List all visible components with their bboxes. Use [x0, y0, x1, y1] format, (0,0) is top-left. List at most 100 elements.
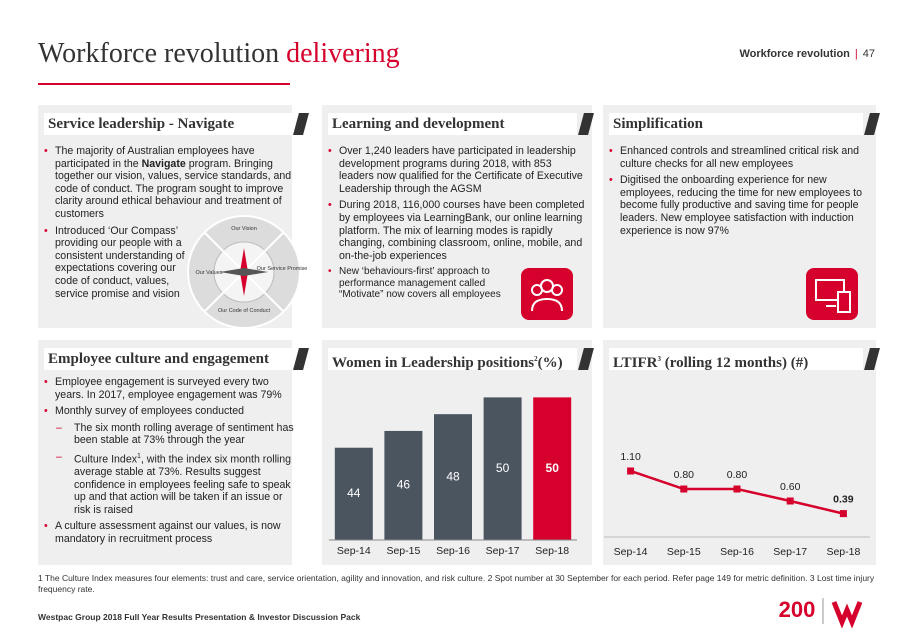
text: program. Bringing together our vision, v…: [55, 157, 292, 220]
chart-title: LTIFR3 (rolling 12 months) (#): [609, 348, 880, 371]
text: The majority of Australian employees hav…: [55, 145, 255, 170]
panel-title: Learning and development: [328, 113, 594, 135]
x-tick-label: Sep-15: [667, 546, 701, 558]
bullet: Employee engagement is surveyed every tw…: [44, 376, 294, 401]
text: Navigate: [141, 157, 186, 170]
text: Digitised the onboarding experience for …: [620, 174, 863, 237]
text: The six month rolling average of sentime…: [74, 421, 294, 447]
compass-label: Our Vision: [231, 226, 257, 232]
x-tick-label: Sep-14: [614, 546, 648, 558]
compass-label: Our Code of Conduct: [218, 308, 270, 314]
bullet: Digitised the onboarding experience for …: [609, 174, 869, 237]
panel-title: Employee culture and engagement: [44, 348, 309, 370]
x-tick-label: Sep-17: [486, 545, 520, 557]
text: Enhanced controls and streamlined critic…: [620, 145, 860, 170]
text: A culture assessment against our values,…: [55, 520, 281, 546]
logo: 200: [779, 597, 863, 629]
x-tick-label: Sep-16: [720, 546, 754, 558]
x-tick-label: Sep-18: [535, 545, 569, 557]
panel: LTIFR3 (rolling 12 months) (#): [603, 340, 880, 565]
heading: Simplification: [613, 116, 704, 132]
x-tick-label: Sep-17: [773, 546, 807, 558]
text: Culture Index: [74, 453, 138, 466]
value-label: 0.80: [727, 469, 748, 481]
text: Monthly survey of employees conducted: [55, 405, 245, 418]
heading: Service leadership - Navigate: [48, 116, 235, 132]
panel: Employee culture and engagement Employee…: [38, 340, 309, 565]
marker: [627, 467, 635, 475]
compass: Our Vision Our Values Our Service Promis…: [187, 215, 308, 329]
bullet: The six month rolling average of sentime…: [44, 422, 294, 447]
devices-icon: [806, 268, 858, 320]
bar: [334, 447, 373, 540]
marker: [733, 485, 741, 493]
x-tick-label: Sep-18: [826, 546, 860, 558]
compass-label: Our Values: [195, 270, 222, 276]
bullet: Culture Index1, with the index six month…: [44, 451, 294, 517]
footer: Westpac Group 2018 Full Year Results Pre…: [38, 612, 361, 622]
title-accent: delivering: [286, 38, 400, 69]
bar: [434, 414, 472, 540]
value-label: 46: [397, 478, 411, 492]
bullet: Enhanced controls and streamlined critic…: [609, 145, 869, 170]
text: During 2018, 116,000 courses have been c…: [339, 199, 585, 262]
footnote-ref: 1: [137, 452, 141, 460]
marker: [786, 497, 794, 505]
compass-label: Our Service Promise: [257, 266, 308, 272]
value-label: 48: [446, 469, 460, 483]
people-icon: [521, 268, 573, 320]
bullets: Employee engagement is surveyed every tw…: [44, 376, 294, 550]
marker: [680, 485, 688, 493]
heading: Learning and development: [332, 116, 505, 132]
value-label: 0.60: [780, 481, 801, 493]
bar: [533, 397, 572, 540]
value-label: 0.80: [674, 469, 695, 481]
marker: [839, 510, 847, 518]
text: Employee engagement is surveyed every tw…: [55, 376, 282, 401]
bullets: Enhanced controls and streamlined critic…: [609, 145, 869, 241]
bullet: New ‘behaviours-first’ approach to perfo…: [328, 266, 529, 301]
section: Workforce revolution: [739, 48, 850, 60]
text: Introduced ‘Our Compass’ providing our p…: [55, 224, 185, 300]
footnote-ref: 3: [657, 355, 661, 363]
footnote-ref: 2: [534, 355, 538, 363]
chart-title: Women in Leadership positions2(%): [328, 348, 594, 371]
section-label: Workforce revolution | 47: [739, 48, 875, 60]
value-label: 50: [496, 461, 510, 475]
bar: [384, 430, 423, 540]
panel-title: Service leadership - Navigate: [44, 113, 309, 135]
bullet: During 2018, 116,000 courses have been c…: [328, 199, 586, 262]
bullet: Monthly survey of employees conducted: [44, 405, 294, 418]
heading: LTIFR: [613, 355, 658, 371]
heading: Women in Leadership positions: [332, 355, 535, 371]
unit: (rolling 12 months) (#): [660, 355, 809, 371]
value-label: 0.39: [833, 494, 854, 506]
bullet: A culture assessment against our values,…: [44, 520, 294, 545]
bullet: The majority of Australian employees hav…: [44, 145, 292, 221]
x-tick-label: Sep-14: [337, 545, 371, 557]
footnote: 1 The Culture Index measures four elemen…: [38, 573, 875, 594]
bar: [483, 397, 522, 540]
panel: Simplification Enhanced controls and str…: [603, 105, 880, 328]
title-main: Workforce revolution: [38, 38, 280, 69]
bullet: Over 1,240 leaders have participated in …: [328, 145, 586, 195]
slide-title: Workforce revolution delivering: [38, 38, 400, 70]
value-label: 44: [347, 486, 361, 500]
title-rule: [38, 83, 290, 85]
text: , with the index six month rolling avera…: [74, 453, 292, 516]
bullet: Introduced ‘Our Compass’ providing our p…: [44, 225, 195, 301]
x-tick-label: Sep-16: [436, 545, 470, 557]
panel-title: Simplification: [609, 113, 880, 135]
page-number: 47: [862, 48, 875, 60]
logo-text: 200: [779, 597, 816, 622]
value-label: 1.10: [620, 451, 641, 463]
value-label: 50: [546, 461, 560, 475]
bullets: Over 1,240 leaders have participated in …: [328, 145, 586, 305]
x-tick-label: Sep-15: [386, 545, 420, 557]
unit: (%): [537, 355, 563, 371]
text: Over 1,240 leaders have participated in …: [339, 145, 583, 195]
heading: Employee culture and engagement: [48, 351, 269, 367]
bullets: The majority of Australian employees hav…: [44, 145, 292, 304]
